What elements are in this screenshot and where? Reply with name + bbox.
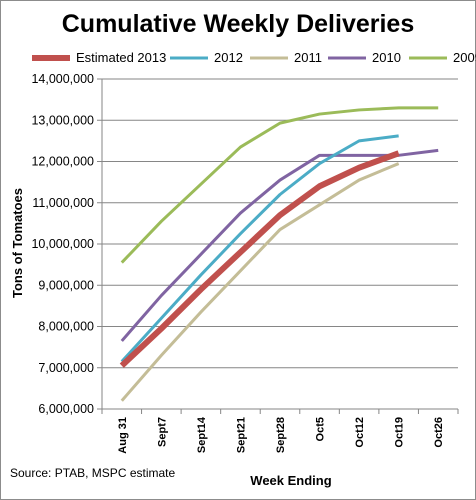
x-tick-label: Sept7 — [156, 417, 168, 447]
series-line-2009 — [120, 106, 439, 264]
legend-label: 2009 — [453, 50, 476, 65]
x-tick-label: Sept21 — [235, 417, 247, 453]
legend-label: 2010 — [372, 50, 401, 65]
y-tick-label: 11,000,000 — [32, 196, 94, 210]
y-axis-label: Tons of Tomatoes — [10, 188, 25, 298]
legend: Estimated 2013 2012 2011 2010 2009 — [32, 50, 476, 65]
x-tick-label: Oct5 — [315, 417, 327, 441]
series-lines — [119, 106, 439, 402]
y-tick-label: 7,000,000 — [38, 361, 94, 375]
y-axis-ticks: 6,000,000 7,000,000 8,000,000 9,000,000 10,0… — [31, 72, 102, 416]
legend-label: 2012 — [214, 50, 243, 65]
x-axis-ticks: Aug 31 Sept7 Sept14 Sept21 Sept28 Oct5 Oct12 Oc… — [101, 409, 459, 454]
y-tick-label: 14,000,000 — [31, 72, 94, 86]
x-axis-label: Week Ending — [250, 473, 331, 488]
chart-title: Cumulative Weekly Deliveries — [62, 10, 415, 38]
series-line-2011 — [120, 162, 400, 402]
x-tick-label: Oct12 — [354, 417, 366, 448]
series-line-2012 — [120, 134, 399, 363]
y-tick-label: 12,000,000 — [31, 155, 94, 169]
source-note: Source: PTAB, MSPC estimate — [10, 466, 175, 480]
y-tick-label: 8,000,000 — [38, 320, 94, 334]
gridlines — [101, 78, 458, 410]
x-tick-label: Sept14 — [196, 416, 208, 453]
x-tick-label: Oct19 — [394, 417, 406, 448]
legend-label: 2011 — [294, 50, 322, 65]
y-tick-label: 6,000,000 — [38, 402, 94, 416]
y-tick-label: 9,000,000 — [38, 278, 94, 292]
series-line-estimated-2013 — [119, 150, 400, 368]
y-tick-label: 13,000,000 — [31, 113, 94, 127]
x-tick-label: Oct26 — [433, 417, 445, 448]
y-tick-label: 10,000,000 — [31, 237, 94, 251]
x-tick-label: Aug 31 — [117, 417, 129, 454]
legend-label: Estimated 2013 — [76, 50, 166, 65]
series-line-2010 — [120, 148, 439, 342]
x-tick-label: Sept28 — [275, 417, 287, 453]
